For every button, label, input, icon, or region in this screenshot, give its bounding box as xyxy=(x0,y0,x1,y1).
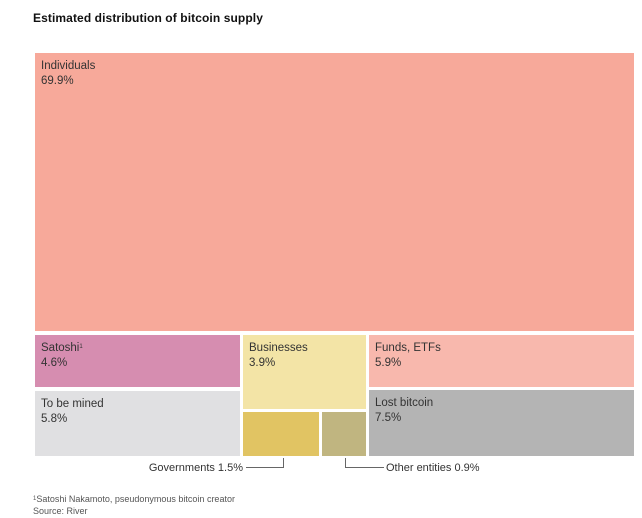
tile-value-individuals: 69.9% xyxy=(41,75,74,87)
leader-line-governments xyxy=(246,458,284,468)
tile-label-funds-etfs: Funds, ETFs 5.9% xyxy=(375,341,441,371)
tile-lost-bitcoin: Lost bitcoin 7.5% xyxy=(369,390,634,456)
tile-individuals: Individuals 69.9% xyxy=(35,53,634,331)
tile-value-satoshi: 4.6% xyxy=(41,357,68,369)
tile-label-satoshi: Satoshi1 4.6% xyxy=(41,341,83,371)
tile-name-to-be-mined: To be mined xyxy=(41,398,104,410)
source-note: Source: River xyxy=(33,506,88,516)
tile-funds-etfs: Funds, ETFs 5.9% xyxy=(369,335,634,387)
tile-name-satoshi-text: Satoshi xyxy=(41,342,80,354)
tile-value-businesses: 3.9% xyxy=(249,357,276,369)
tile-label-businesses: Businesses 3.9% xyxy=(249,341,308,371)
tile-value-lost-bitcoin: 7.5% xyxy=(375,412,402,424)
tile-governments xyxy=(243,412,319,456)
callout-governments: Governments 1.5% xyxy=(148,462,243,474)
tile-to-be-mined: To be mined 5.8% xyxy=(35,391,240,456)
footnote-note: 1Satoshi Nakamoto, pseudonymous bitcoin … xyxy=(33,493,235,505)
tile-value-funds-etfs: 5.9% xyxy=(375,357,402,369)
callout-other-entities: Other entities 0.9% xyxy=(386,462,480,474)
chart-title: Estimated distribution of bitcoin supply xyxy=(33,11,264,25)
tile-label-lost-bitcoin: Lost bitcoin 7.5% xyxy=(375,396,433,426)
footnote-marker: 1 xyxy=(33,496,37,502)
leader-line-other-entities xyxy=(345,458,384,468)
footnote-marker-satoshi: 1 xyxy=(79,344,83,350)
tile-name-lost-bitcoin: Lost bitcoin xyxy=(375,397,434,409)
tile-businesses: Businesses 3.9% xyxy=(243,335,366,409)
tile-value-to-be-mined: 5.8% xyxy=(41,413,68,425)
footnote-note-text: Satoshi Nakamoto, pseudonymous bitcoin c… xyxy=(36,494,235,504)
tile-other-entities xyxy=(322,412,366,456)
tile-label-individuals: Individuals 69.9% xyxy=(41,59,95,89)
tile-name-satoshi: Satoshi1 xyxy=(41,341,83,356)
tile-name-individuals: Individuals xyxy=(41,60,96,72)
tile-name-businesses: Businesses xyxy=(249,342,308,354)
tile-label-to-be-mined: To be mined 5.8% xyxy=(41,397,104,427)
tile-name-funds-etfs: Funds, ETFs xyxy=(375,342,441,354)
tile-satoshi: Satoshi1 4.6% xyxy=(35,335,240,387)
